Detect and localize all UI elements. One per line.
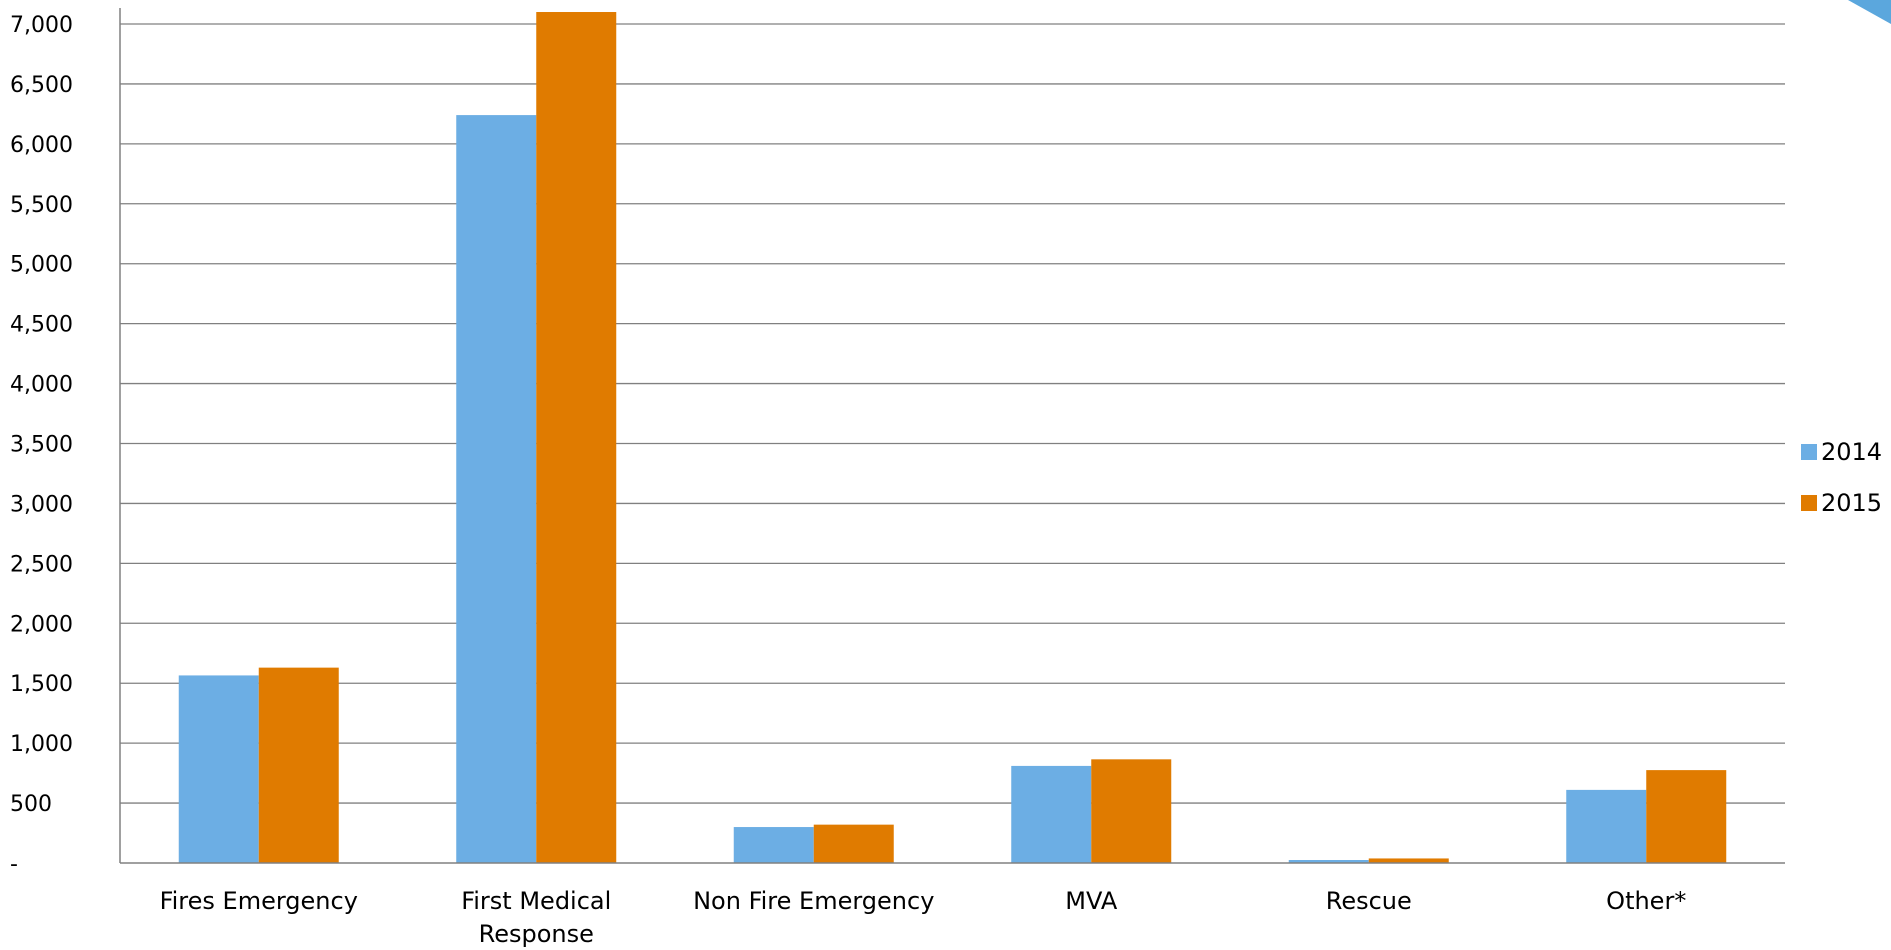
bar-2014 (1566, 789, 1647, 863)
y-tick-label: 5,500 (10, 193, 73, 218)
bar-2014 (456, 115, 537, 863)
y-axis-tick-labels: - 500 1,000 1,500 2,000 2,500 3,000 3,500 4,000 4… (10, 13, 73, 877)
y-tick-label: 1,500 (10, 672, 73, 697)
axes (119, 8, 1785, 864)
legend: 2014 2015 (1801, 438, 1882, 517)
bar-2015 (1091, 759, 1172, 863)
y-tick-label: 2,000 (10, 612, 73, 637)
x-category-label: First Medical Response (461, 887, 611, 948)
bar-2014 (733, 827, 814, 863)
legend-label-2015: 2015 (1821, 489, 1882, 517)
y-tick-label: 6,000 (10, 133, 73, 158)
legend-label-2014: 2014 (1821, 438, 1882, 466)
y-tick-label: 1,000 (10, 732, 73, 757)
x-category-label: Other* (1606, 887, 1686, 915)
legend-swatch-2014 (1801, 444, 1817, 460)
y-tick-label: 3,500 (10, 433, 73, 458)
y-tick-label: 5,000 (10, 253, 73, 278)
bar-2015 (1368, 858, 1449, 863)
bar-2015 (1646, 770, 1727, 863)
x-category-label: MVA (1065, 887, 1118, 915)
x-axis-category-labels: Fires Emergency First Medical Response Non … (160, 887, 1687, 948)
y-tick-label: 4,000 (10, 373, 73, 398)
corner-accent (1848, 0, 1891, 24)
y-tick-label: 3,000 (10, 492, 73, 517)
y-tick-label: - (10, 852, 18, 877)
gridlines (120, 23, 1785, 804)
x-category-label: Fires Emergency (160, 887, 358, 915)
bar-2014 (1011, 765, 1092, 863)
bar-2014 (178, 675, 259, 863)
y-tick-label: 7,000 (10, 13, 73, 38)
bars (178, 12, 1727, 864)
y-tick-label: 6,500 (10, 73, 73, 98)
corner-accent-shape (1848, 0, 1891, 24)
bar-2014 (1288, 860, 1369, 863)
x-category-label: Non Fire Emergency (693, 887, 934, 915)
y-tick-label: 2,500 (10, 552, 73, 577)
y-tick-label: 4,500 (10, 313, 73, 338)
bar-2015 (258, 667, 339, 863)
bar-2015 (536, 12, 617, 864)
y-tick-label: 500 (10, 792, 52, 817)
bar-2015 (813, 824, 894, 863)
legend-swatch-2015 (1801, 495, 1817, 511)
x-category-label: Rescue (1326, 887, 1412, 915)
